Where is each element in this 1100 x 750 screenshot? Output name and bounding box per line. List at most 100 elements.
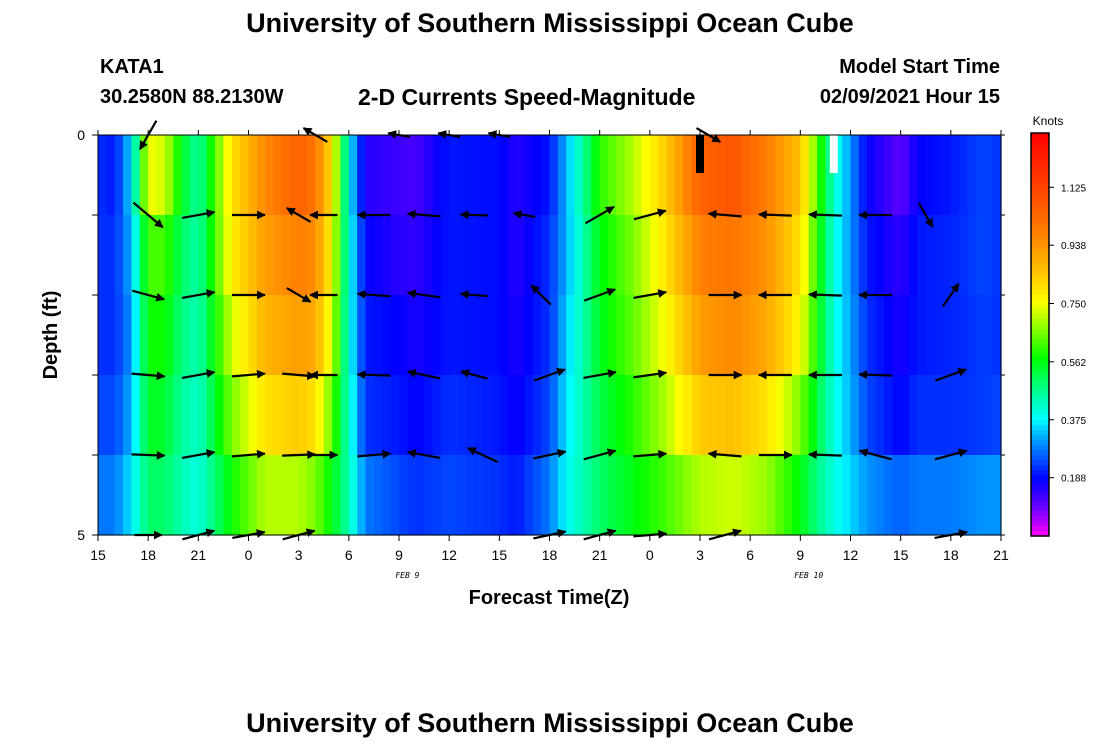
heatmap-cell (139, 215, 149, 296)
heatmap-cell (825, 215, 835, 296)
heatmap-cell (574, 455, 584, 536)
heatmap-cell (582, 215, 592, 296)
heatmap-cell (783, 295, 793, 376)
colorbar-segment (1031, 329, 1049, 336)
heatmap-cell (641, 215, 651, 296)
heatmap-cell (139, 135, 149, 216)
heatmap-cell (516, 295, 526, 376)
heatmap-cell (541, 455, 551, 536)
heatmap-cell (950, 455, 960, 536)
heatmap-cell (984, 375, 994, 456)
heatmap-cell (599, 135, 609, 216)
heatmap-cell (950, 215, 960, 296)
heatmap-cell (507, 215, 517, 296)
heatmap-cell (825, 455, 835, 536)
heatmap-cell (967, 455, 977, 536)
colorbar-segment (1031, 475, 1049, 482)
heatmap-cell (482, 295, 492, 376)
heatmap-cell (499, 375, 509, 456)
heatmap-cell (591, 375, 601, 456)
heatmap-cell (842, 455, 852, 536)
heatmap-cell (674, 135, 684, 216)
heatmap-cell (256, 295, 266, 376)
heatmap-cell (357, 215, 367, 296)
colorbar-segment (1031, 530, 1049, 537)
heatmap-cell (256, 455, 266, 536)
colorbar-segment (1031, 495, 1049, 502)
heatmap-cell (373, 295, 383, 376)
heatmap-cell (156, 375, 166, 456)
heatmap-cell (290, 215, 300, 296)
heatmap-cell (967, 215, 977, 296)
current-vector (934, 448, 968, 461)
colorbar-segment (1031, 525, 1049, 532)
heatmap-cell (181, 215, 191, 296)
heatmap-cell (173, 455, 183, 536)
heatmap-cell (934, 455, 944, 536)
current-vector (808, 290, 842, 300)
heatmap-cell (474, 215, 484, 296)
current-vector (583, 448, 617, 461)
heatmap-cell (332, 135, 342, 216)
heatmap-cell (808, 375, 818, 456)
heatmap-cell (683, 295, 693, 376)
heatmap-cell (281, 215, 291, 296)
heatmap-cell (424, 455, 434, 536)
heatmap-cell (708, 455, 718, 536)
colorbar-segment (1031, 445, 1049, 451)
colorbar-segment (1031, 263, 1049, 270)
heatmap-cell (666, 215, 676, 296)
heatmap-cell (281, 295, 291, 376)
heatmap-cell (808, 135, 818, 216)
heatmap-cell (783, 135, 793, 216)
heatmap-cell (340, 295, 350, 376)
heatmap-cell (633, 455, 643, 536)
y-tick-label: 0 (77, 127, 85, 143)
heatmap-cell (867, 215, 877, 296)
heatmap-cell (741, 295, 751, 376)
heatmap-cell (424, 375, 434, 456)
heatmap-cell (206, 295, 216, 376)
heatmap-cell (399, 215, 408, 296)
heatmap-cell (892, 455, 902, 536)
heatmap-cell (800, 135, 810, 216)
heatmap-cell (315, 215, 325, 296)
heatmap-cell (616, 215, 626, 296)
heatmap-cell (123, 455, 133, 536)
heatmap-cell (206, 455, 216, 536)
x-tick-label: 15 (492, 547, 508, 563)
heatmap-cell (750, 295, 760, 376)
heatmap-cell (123, 215, 133, 296)
colorbar-segment (1031, 440, 1049, 446)
heatmap-cell (373, 375, 383, 456)
heatmap-cell (992, 455, 1002, 536)
heatmap-cell (223, 375, 233, 456)
colorbar-segment (1031, 359, 1049, 366)
heatmap-cell (281, 455, 291, 536)
heatmap-cell (139, 375, 149, 456)
x-tick-label: 18 (542, 547, 558, 563)
heatmap-cell (733, 215, 743, 296)
heatmap-cell (591, 455, 601, 536)
heatmap-cell (541, 375, 551, 456)
colorbar-segment (1031, 354, 1049, 361)
x-tick-label: 12 (441, 547, 457, 563)
heatmap-cell (942, 375, 952, 456)
heatmap-cell (967, 135, 977, 216)
heatmap-cell (123, 375, 133, 456)
heatmap-cell (307, 375, 316, 456)
heatmap-cell (766, 375, 776, 456)
heatmap-cell (164, 135, 174, 216)
heatmap-cell (925, 215, 935, 296)
colorbar-segment (1031, 208, 1049, 215)
heatmap-cell (332, 375, 342, 456)
heatmap-cell (608, 375, 617, 456)
heatmap-cell (959, 215, 969, 296)
heatmap-cell (365, 455, 375, 536)
heatmap-cell (783, 215, 793, 296)
heatmap-cell (365, 135, 375, 216)
heatmap-cell (900, 135, 910, 216)
current-vector (633, 289, 667, 299)
heatmap-cell (858, 135, 868, 216)
heatmap-cell (206, 135, 216, 216)
